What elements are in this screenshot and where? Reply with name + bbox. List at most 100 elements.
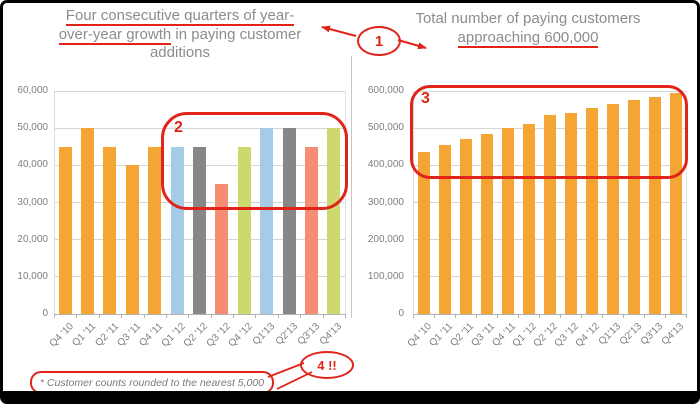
axis-tick — [434, 314, 435, 318]
title-text: Total number of paying customers — [415, 10, 641, 27]
axis-tick — [98, 314, 100, 318]
bar-Q3'13 — [648, 96, 661, 314]
title-text: in paying customer — [171, 25, 302, 43]
y-tick-label: 50,000 — [17, 122, 48, 134]
x-tick-label: Q1'13 — [251, 321, 278, 348]
bar-Q4 '10 — [417, 152, 430, 314]
x-tick-label: Q4 '10 — [47, 321, 76, 350]
bar-Q1'13 — [606, 104, 619, 314]
x-tick-label: Q3 '11 — [115, 321, 144, 349]
axis-tick — [455, 314, 456, 318]
axis-tick — [413, 314, 414, 318]
axis-tick — [143, 314, 145, 318]
x-tick-label: Q4'13 — [318, 321, 345, 348]
bar-Q2 '12 — [543, 115, 556, 314]
title-underlined-text: Four consecutive quarters of year- — [65, 7, 295, 26]
x-tick-label: Q4 '10 — [405, 321, 435, 350]
bar-Q1 '11 — [438, 144, 451, 314]
axis-tick — [210, 314, 212, 318]
y-tick-label: 0 — [398, 308, 404, 319]
bar-Q3 '11 — [480, 133, 493, 314]
x-tick-label: Q2'13 — [273, 321, 300, 348]
bar-Q4 '10 — [58, 146, 72, 314]
annotation-3-label: 3 — [421, 90, 430, 107]
y-tick-label: 60,000 — [17, 85, 48, 96]
axis-tick — [54, 314, 55, 318]
axis-tick — [644, 314, 645, 318]
y-tick-label: 600,000 — [367, 85, 404, 96]
x-tick-label: Q4'13 — [659, 321, 687, 348]
title-underlined-text: over-year growth — [58, 25, 172, 45]
bar-Q2 '11 — [459, 139, 472, 314]
y-axis-line — [54, 91, 55, 314]
axis-tick — [560, 314, 561, 318]
bar-Q4 '12 — [585, 107, 598, 314]
bar-Q4 '12 — [237, 146, 251, 314]
annotation-4-label: 4 !! — [317, 357, 337, 373]
y-tick-label: 400,000 — [367, 159, 404, 171]
bar-Q1 '12 — [170, 146, 184, 314]
bar-Q2 '12 — [193, 146, 206, 314]
bar-Q2 '11 — [103, 146, 117, 314]
y-tick-label: 200,000 — [367, 233, 404, 245]
bar-Q3'13 — [304, 146, 318, 314]
bar-Q1'13 — [260, 128, 274, 314]
annotation-1-circle: 1 — [357, 26, 401, 56]
axis-tick — [255, 314, 257, 318]
x-tick-label: Q3'13 — [295, 321, 323, 348]
axis-tick — [322, 314, 324, 318]
annotation-4-ellipse: 4 !! — [300, 351, 354, 379]
gridline — [54, 127, 345, 129]
axis-tick — [233, 314, 235, 318]
bar-Q4 '11 — [148, 146, 162, 314]
x-tick-label: Q3'13 — [638, 321, 666, 348]
x-tick-label: Q2'13 — [617, 321, 645, 348]
vertical-divider — [351, 56, 352, 318]
axis-tick — [665, 314, 666, 318]
axis-tick — [300, 314, 302, 318]
axis-tick — [277, 314, 279, 318]
bar-Q3 '12 — [215, 183, 229, 314]
y-tick-label: 100,000 — [367, 270, 404, 282]
y-tick-label: 30,000 — [17, 196, 48, 208]
x-tick-label: Q4 '11 — [137, 321, 166, 349]
x-tick-label: Q3 '12 — [204, 321, 233, 350]
annotation-1-label: 1 — [374, 32, 384, 50]
bar-Q1 '12 — [522, 124, 535, 314]
bar-Q1 '11 — [81, 128, 95, 314]
x-tick-label: Q1'13 — [596, 321, 624, 348]
y-axis-line — [413, 91, 414, 314]
x-tick-label: Q2 '11 — [92, 321, 121, 349]
bar-Q4 '11 — [501, 128, 514, 314]
title-underlined-text: approaching 600,000 — [457, 28, 599, 48]
x-axis-line — [413, 314, 686, 315]
axis-tick — [581, 314, 582, 318]
y-tick-label: 300,000 — [367, 196, 404, 208]
axis-tick — [518, 314, 519, 318]
bar-Q3 '12 — [564, 113, 577, 314]
axis-tick — [165, 314, 167, 318]
axis-tick — [497, 314, 498, 318]
plot-right-border — [345, 91, 346, 314]
gridline — [54, 90, 345, 92]
left-chart-title: Four consecutive quarters of year- over-… — [24, 7, 336, 63]
plot-right-border — [686, 91, 687, 314]
x-tick-label: Q4 '12 — [226, 321, 256, 350]
axis-tick — [476, 314, 477, 318]
axis-tick — [602, 314, 603, 318]
bar-Q2'13 — [627, 100, 640, 314]
bar-Q4'13 — [669, 92, 682, 314]
footnote-text: * Customer counts rounded to the nearest… — [39, 376, 265, 389]
y-tick-label: 10,000 — [17, 270, 48, 282]
axis-tick — [686, 314, 687, 318]
footnote-box: * Customer counts rounded to the nearest… — [30, 371, 274, 394]
axis-tick — [121, 314, 123, 318]
axis-tick — [76, 314, 78, 318]
x-tick-label: Q2 '12 — [181, 321, 211, 350]
axis-tick — [623, 314, 624, 318]
right-chart-title: Total number of paying customers approac… — [392, 10, 664, 48]
y-tick-label: 20,000 — [17, 233, 48, 245]
y-tick-label: 0 — [42, 308, 48, 319]
bar-Q2'13 — [282, 128, 296, 314]
